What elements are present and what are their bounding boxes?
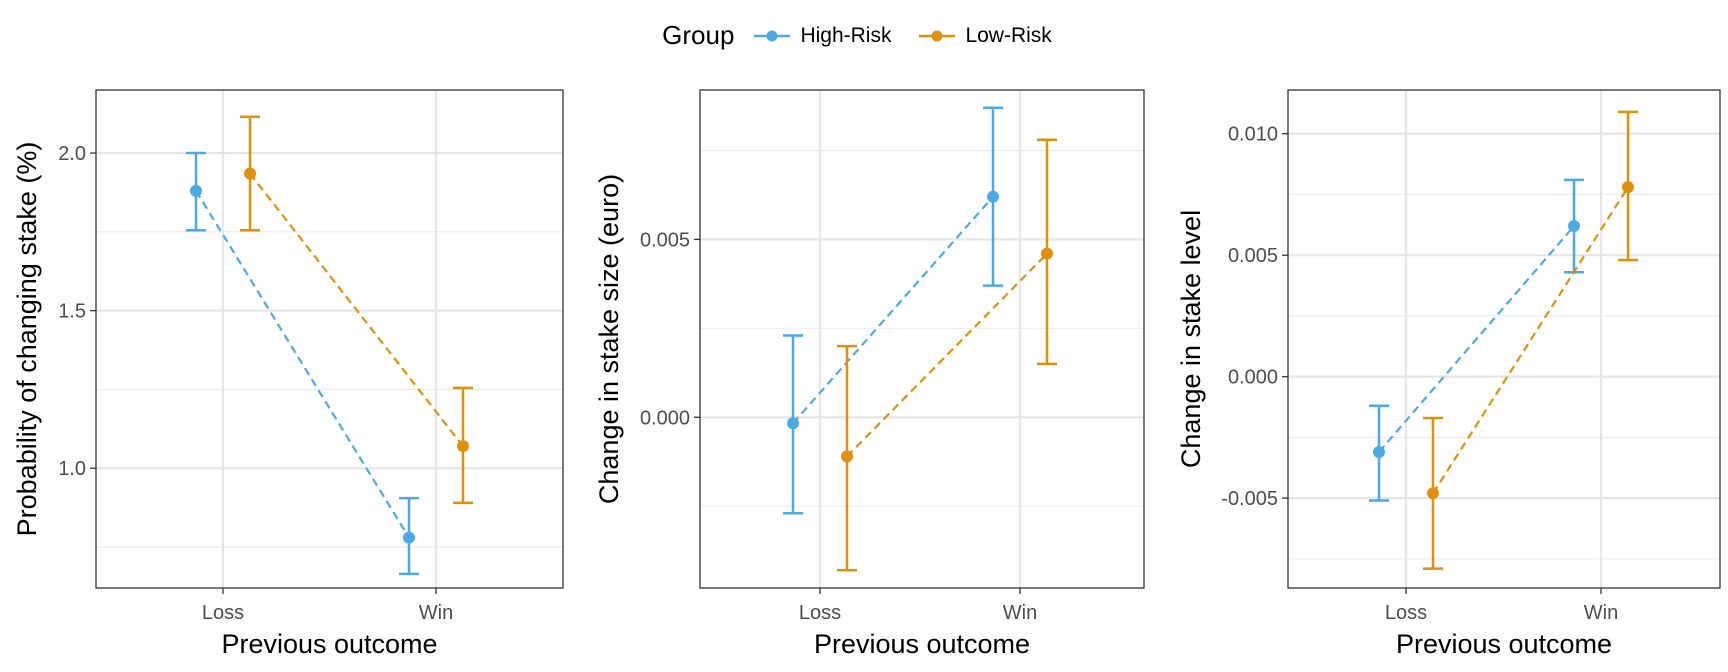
- series-high-risk: [783, 106, 1003, 515]
- panel-3: -0.005 0.000 0.005 0.010 Loss Win Previous out…: [1176, 89, 1721, 659]
- y-tick-label: 0.005: [640, 229, 690, 251]
- series-line: [846, 252, 1048, 458]
- y-tick-label: 1.5: [58, 301, 86, 323]
- panel-border: [1287, 89, 1721, 589]
- data-point: [244, 167, 256, 180]
- x-tick-label: Win: [419, 602, 453, 624]
- y-tick-label: 0.000: [1228, 367, 1278, 389]
- y-tick-label: -0.005: [1221, 488, 1278, 510]
- data-point: [841, 450, 853, 463]
- series-line: [792, 195, 994, 425]
- x-axis-title: Previous outcome: [221, 629, 437, 659]
- y-tick-label: 0.000: [640, 407, 690, 429]
- legend-label-low-risk: Low-Risk: [965, 23, 1052, 47]
- y-tick-label: 0.005: [1228, 245, 1278, 267]
- y-tick-label: 1.0: [58, 458, 86, 480]
- legend-label-high-risk: High-Risk: [800, 23, 892, 47]
- series-high-risk: [1369, 178, 1584, 502]
- panel-2: 0.000 0.005 Loss Win Previous outcome Change …: [594, 89, 1145, 659]
- data-point: [190, 184, 202, 197]
- y-axis-title: Change in stake size (euro): [594, 174, 624, 504]
- y-tick-label: 2.0: [58, 143, 86, 165]
- panel-border: [95, 89, 564, 589]
- x-tick-label: Win: [1584, 602, 1618, 624]
- x-tick-label: Win: [1003, 602, 1037, 624]
- series-line: [1378, 225, 1575, 453]
- data-point: [1568, 220, 1580, 233]
- series-line: [195, 190, 410, 539]
- series-high-risk: [186, 151, 419, 576]
- series-line: [249, 172, 464, 447]
- data-point: [1373, 445, 1385, 458]
- x-tick-label: Loss: [799, 602, 841, 624]
- y-axis-title: Change in stake level: [1176, 210, 1206, 468]
- data-point: [1041, 247, 1053, 260]
- data-point: [1427, 487, 1439, 500]
- series-low-risk: [240, 115, 473, 505]
- legend-item-low-risk: Low-Risk: [919, 23, 1052, 48]
- series-low-risk: [1423, 110, 1638, 570]
- x-tick-label: Loss: [202, 602, 244, 624]
- y-tick-label: 0.010: [1228, 124, 1278, 146]
- legend-key-high-risk-icon: [754, 30, 791, 41]
- legend-item-high-risk: High-Risk: [754, 24, 891, 48]
- x-tick-label: Loss: [1385, 602, 1427, 624]
- series-line: [1432, 186, 1629, 494]
- x-axis-title: Previous outcome: [1396, 629, 1612, 659]
- panel-border: [699, 89, 1145, 589]
- legend-key-low-risk-icon: [919, 30, 956, 41]
- legend: Group High-Risk Low-Risk: [0, 20, 1728, 51]
- data-point: [403, 531, 415, 544]
- series-low-risk: [837, 138, 1057, 572]
- legend-title: Group: [662, 20, 735, 50]
- data-point: [987, 190, 999, 203]
- panel-1: 1.0 1.5 2.0 Loss Win Previous outcome Probabil…: [12, 89, 564, 659]
- data-point: [457, 440, 469, 453]
- data-point: [787, 417, 799, 430]
- x-axis-title: Previous outcome: [814, 629, 1030, 659]
- y-axis-title: Probability of changing stake (%): [12, 142, 42, 537]
- data-point: [1622, 181, 1634, 194]
